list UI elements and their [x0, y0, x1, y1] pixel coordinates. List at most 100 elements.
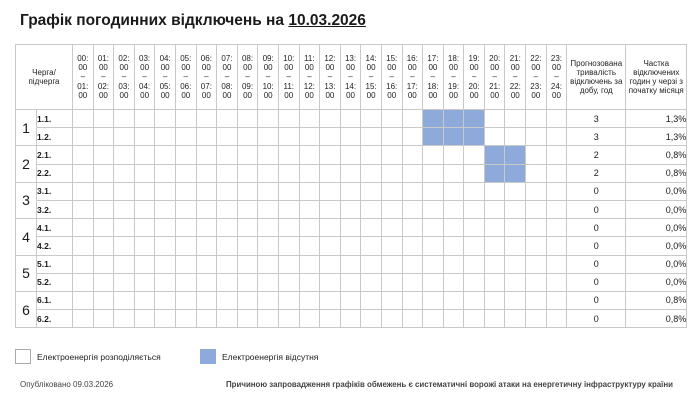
hour-cell: [113, 181, 135, 201]
hour-cell: [483, 181, 506, 201]
hour-cell: [319, 218, 341, 238]
hour-cell: [154, 272, 176, 292]
footer-note: Причиною запровадження графіків обмежень…: [226, 380, 673, 389]
share-value: 0,0%: [625, 254, 688, 274]
hour-cell: [545, 108, 568, 129]
hour-cell: [380, 163, 403, 183]
hour-cell: [442, 236, 465, 256]
hour-header-part: 00: [181, 90, 191, 100]
duration-header: Прогнозована тривалість відключень за до…: [566, 44, 627, 110]
hour-header-part: 20:: [468, 81, 480, 91]
hour-cell: [298, 145, 321, 165]
hour-header-part: 17:: [427, 53, 439, 63]
hour-cell: [236, 127, 259, 147]
duration-value: 3: [566, 108, 627, 129]
hour-cell: [401, 236, 424, 256]
hour-cell: [92, 290, 115, 311]
hour-cell: [483, 218, 506, 238]
hour-header-part: 08:: [221, 81, 233, 91]
hour-header-part: 18:: [427, 81, 439, 91]
hour-cell: [504, 199, 527, 220]
schedule-body: 1 1.1. 3 1,3% 1.2. 3 1,3% 2 2.1. 2 0,8% 2.2. 2 0,8% 3 3…: [15, 108, 688, 329]
hour-header-part: 04:: [159, 53, 171, 63]
hour-header-part: 18:: [447, 53, 460, 63]
share-value: 1,3%: [625, 127, 688, 147]
hour-cell: [525, 181, 547, 201]
hour-cell: [360, 108, 382, 129]
hour-cell: [257, 108, 279, 129]
hour-cell: [442, 309, 465, 329]
hour-header-part: –: [183, 72, 188, 82]
hour-header: 13: 00–14: 00: [339, 44, 362, 110]
hour-cell: [360, 272, 382, 292]
hour-cell: [525, 290, 547, 311]
hour-cell: [154, 254, 176, 274]
hour-header: 20: 00–21: 00: [483, 44, 506, 110]
hour-header-part: 13:: [324, 81, 336, 91]
hour-cell: [380, 290, 403, 311]
hour-cell: [236, 236, 259, 256]
hour-cell: [195, 163, 218, 183]
hour-header: 08: 00–09: 00: [236, 44, 259, 110]
hour-cell: [401, 309, 424, 329]
hour-header-part: 00: [263, 63, 273, 73]
hour-cell: [257, 145, 279, 165]
hour-header-part: 00: [490, 63, 500, 73]
hour-cell: [277, 181, 300, 201]
hour-header-part: –: [554, 72, 559, 82]
hour-header-part: –: [430, 72, 436, 82]
hour-header-part: 00: [263, 90, 273, 100]
hour-cell: [195, 127, 218, 147]
hour-header: 02: 00–03: 00: [113, 44, 135, 110]
share-value: 1,3%: [625, 108, 688, 129]
subqueue-label: 3.2.: [36, 199, 73, 220]
queue-group-label: 3: [15, 181, 37, 220]
hour-cell: [525, 163, 547, 183]
hour-cell: [298, 290, 321, 311]
hour-cell-outage: [422, 127, 444, 147]
hour-cell: [339, 145, 362, 165]
hour-header-part: 00: [469, 63, 479, 73]
hour-header-part: 00: [407, 63, 417, 73]
hour-cell: [545, 199, 568, 220]
duration-value: 0: [566, 290, 627, 311]
duration-value: 0: [566, 254, 627, 274]
queue-group-label: 5: [15, 254, 37, 292]
hour-cell: [380, 108, 403, 129]
hour-cell: [463, 163, 485, 183]
hour-header-part: 11:: [304, 53, 315, 63]
hour-cell: [504, 181, 527, 201]
published-date: Опубліковано 09.03.2026: [20, 380, 114, 389]
hour-cell: [257, 218, 279, 238]
hour-cell: [545, 309, 568, 329]
subqueue-label: 6.2.: [36, 309, 73, 329]
hour-cell: [72, 272, 94, 292]
table-row: 4 4.1. 0 0,0%: [15, 218, 688, 256]
hour-cell: [195, 236, 218, 256]
hour-cell: [298, 218, 321, 238]
hour-cell: [174, 218, 197, 238]
hour-header-part: 23:: [550, 53, 563, 63]
legend-blue-swatch: [200, 349, 216, 364]
hour-header-part: –: [162, 72, 168, 82]
hour-cell: [72, 290, 94, 311]
hour-header-part: 00: [346, 63, 355, 73]
hour-cell: [463, 254, 485, 274]
table-row: 6 6.1. 0 0,8%: [15, 290, 688, 329]
hour-header-part: 24:: [550, 81, 563, 91]
hour-cell: [360, 236, 382, 256]
hour-cell: [257, 163, 279, 183]
legend-available: Електроенергія розподіляється: [15, 349, 161, 364]
hour-cell: [72, 236, 94, 256]
hour-header-part: –: [80, 72, 86, 82]
hour-cell: [216, 108, 238, 129]
hour-header-part: 02:: [118, 53, 130, 63]
hour-cell: [216, 309, 238, 329]
share-value: 0,8%: [625, 309, 688, 329]
hour-header-part: 07:: [200, 81, 212, 91]
hour-cell: [525, 254, 547, 274]
hour-cell: [319, 163, 341, 183]
hour-cell: [133, 254, 156, 274]
hour-header: 06: 00–07: 00: [195, 44, 218, 110]
duration-value: 0: [566, 218, 627, 238]
